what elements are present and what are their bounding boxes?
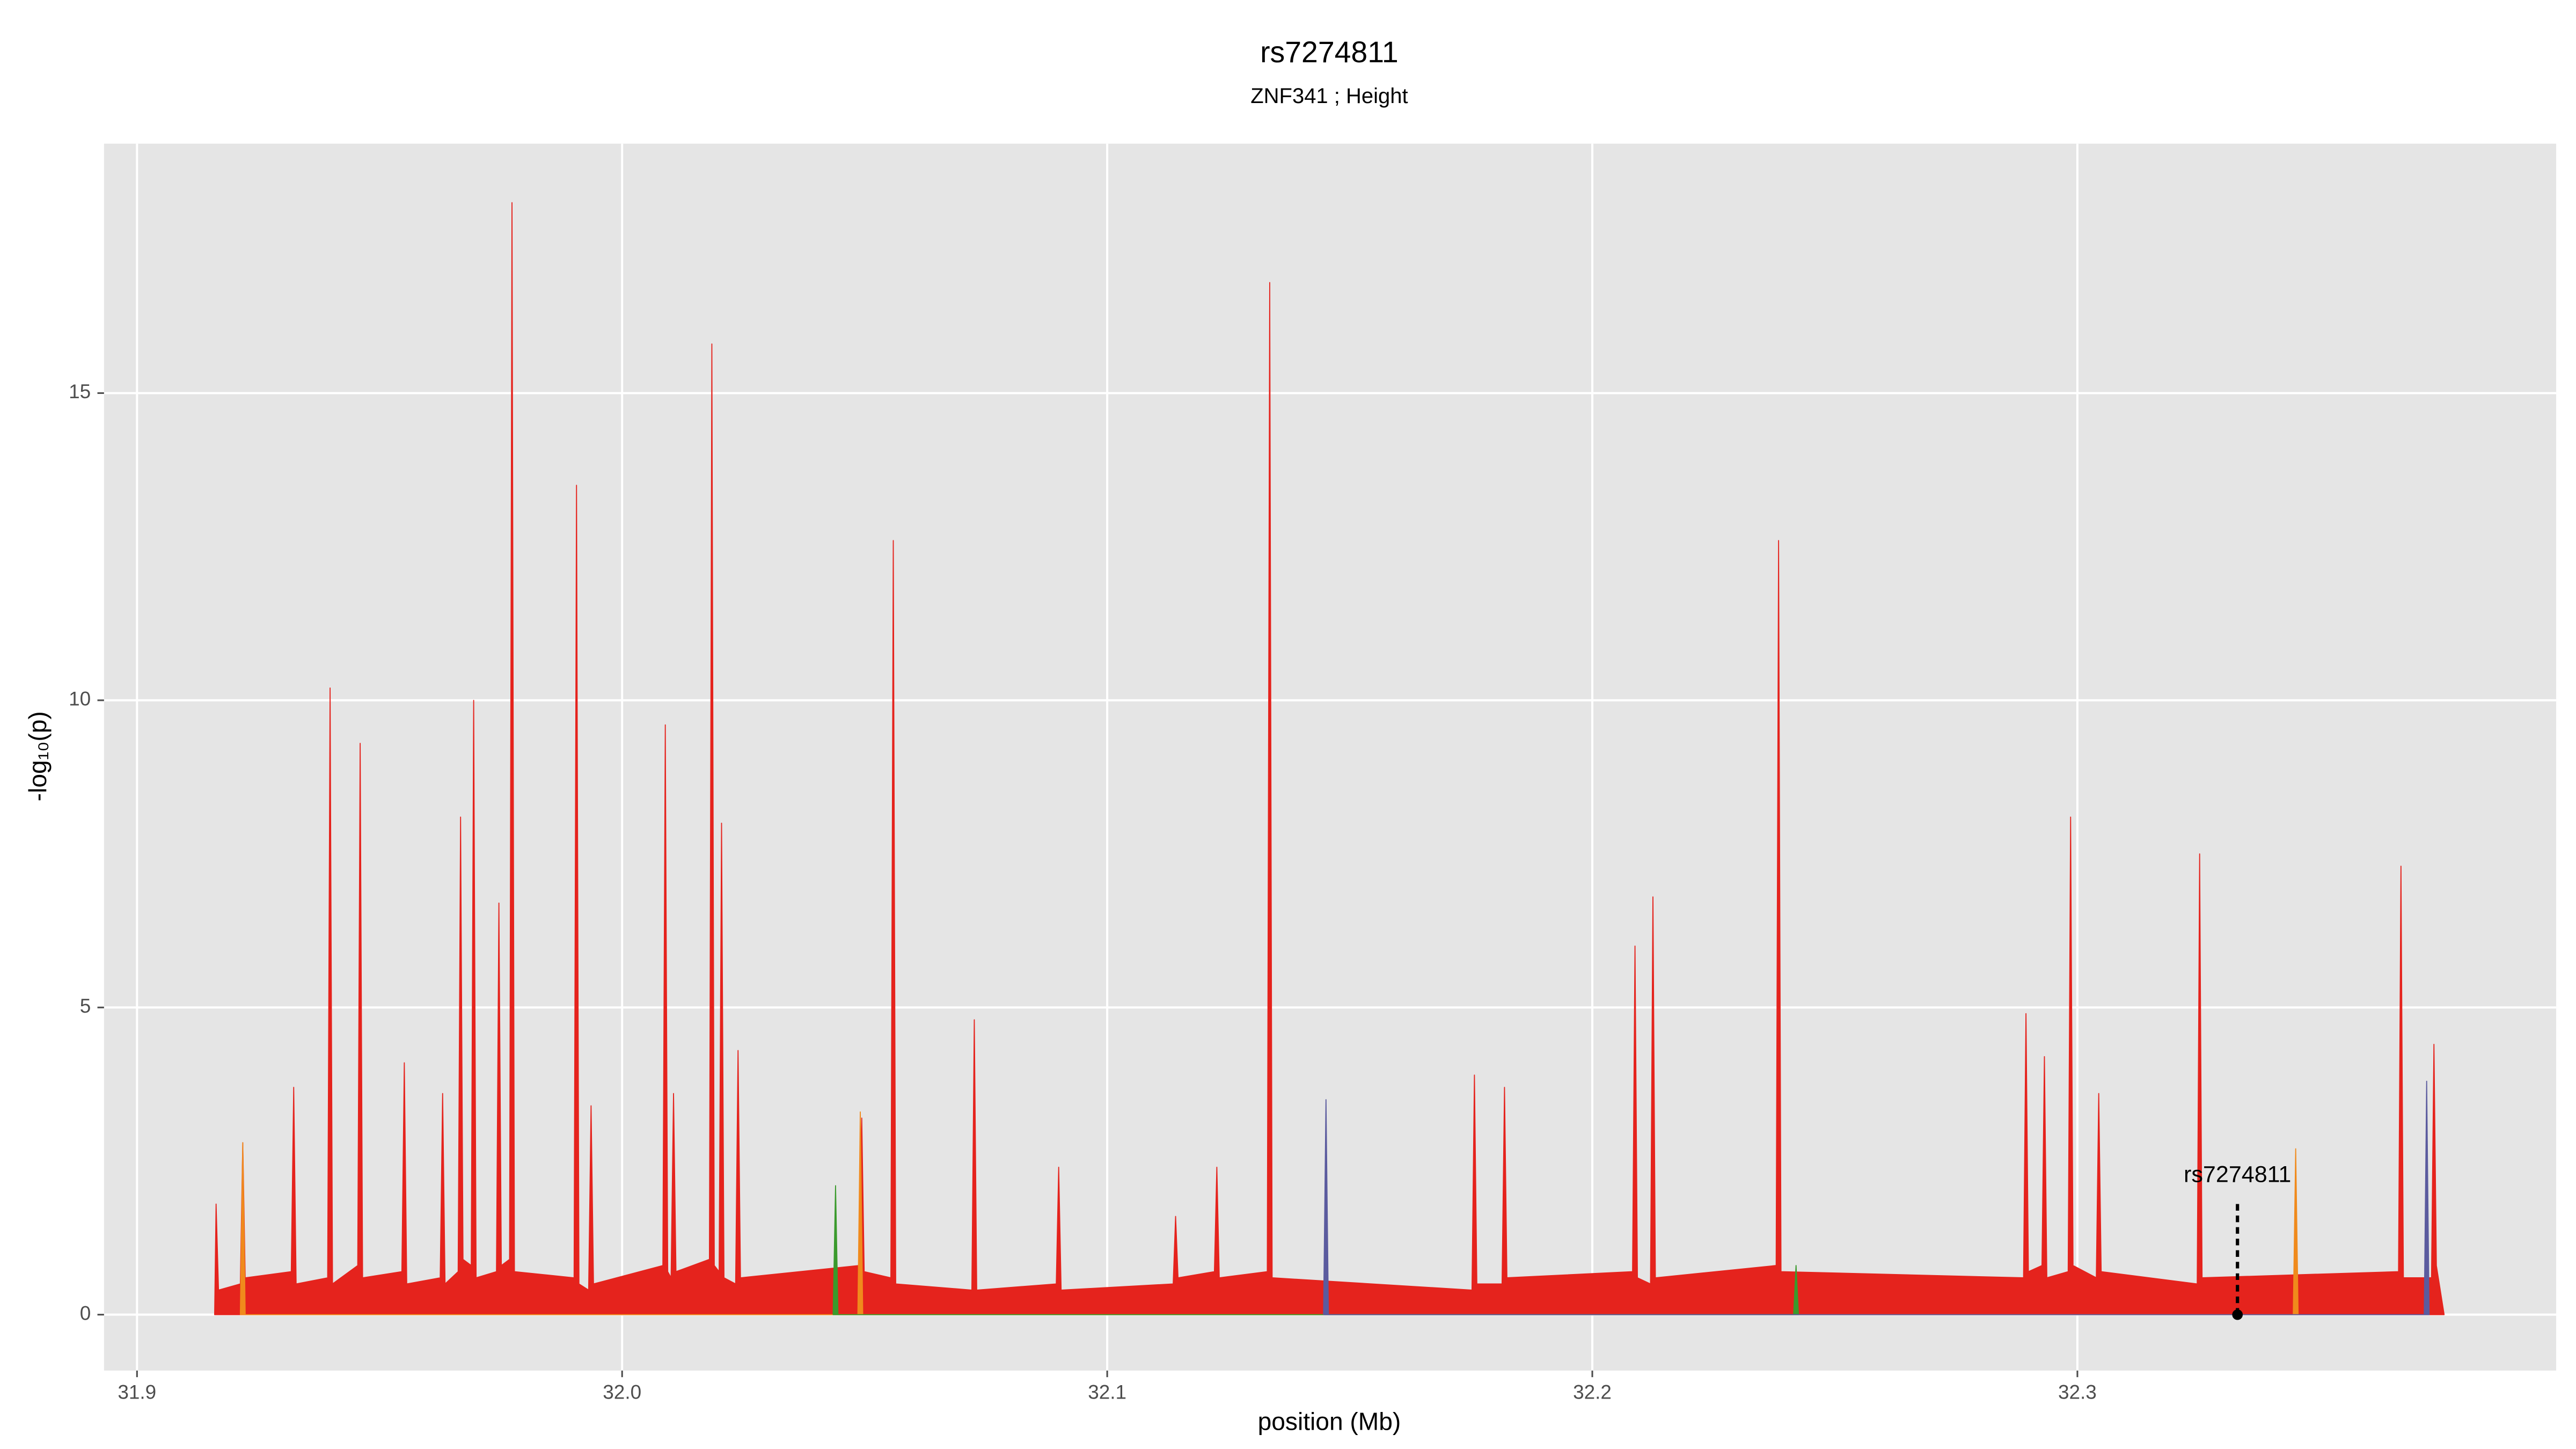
x-axis-label: position (Mb)	[1258, 1407, 1401, 1435]
area-series	[1323, 1080, 2430, 1315]
annotation-label: rs7274811	[2184, 1162, 2291, 1188]
y-axis-label: -log₁₀(p)	[24, 711, 52, 801]
x-tick-label: 32.2	[1573, 1381, 1612, 1403]
y-tick-label: 10	[69, 688, 91, 710]
area-series	[214, 202, 2445, 1315]
y-tick-label: 0	[80, 1302, 91, 1324]
x-tick-label: 32.3	[2058, 1381, 2097, 1403]
y-tick-label: 5	[80, 995, 91, 1017]
area-series	[239, 1111, 2299, 1315]
x-tick-label: 31.9	[118, 1381, 156, 1403]
chart-subtitle: ZNF341 ; Height	[1250, 84, 1408, 108]
chart-title: rs7274811	[1260, 35, 1399, 69]
axes: 31.9 32.0 32.1 32.2 32.3 0 5 10 15	[69, 380, 2097, 1403]
x-tick-label: 32.1	[1088, 1381, 1126, 1403]
y-tick-label: 15	[69, 380, 91, 402]
annotation-point	[2232, 1309, 2243, 1320]
marks: rs7274811	[214, 202, 2445, 1320]
x-tick-label: 32.0	[603, 1381, 641, 1403]
